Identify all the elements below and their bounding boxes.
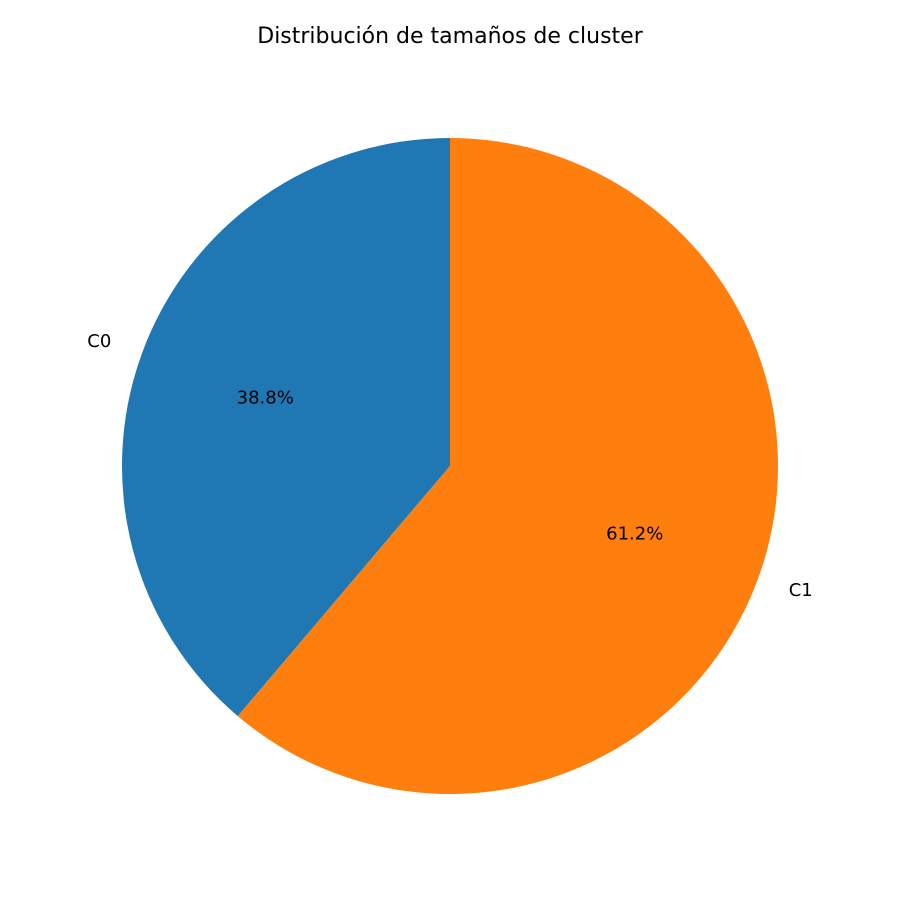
slice-percent-c0: 38.8% — [237, 388, 294, 409]
chart-title: Distribución de tamaños de cluster — [257, 24, 643, 49]
slice-percent-c1: 61.2% — [606, 523, 663, 544]
slice-label-c1: C1 — [789, 580, 813, 601]
pie-slice-c0 — [122, 138, 450, 717]
pie-slice-c1 — [237, 138, 779, 794]
slice-label-c0: C0 — [87, 331, 111, 352]
pie-slices — [122, 138, 779, 794]
pie-labels: C0 38.8% C1 61.2% — [87, 331, 812, 601]
